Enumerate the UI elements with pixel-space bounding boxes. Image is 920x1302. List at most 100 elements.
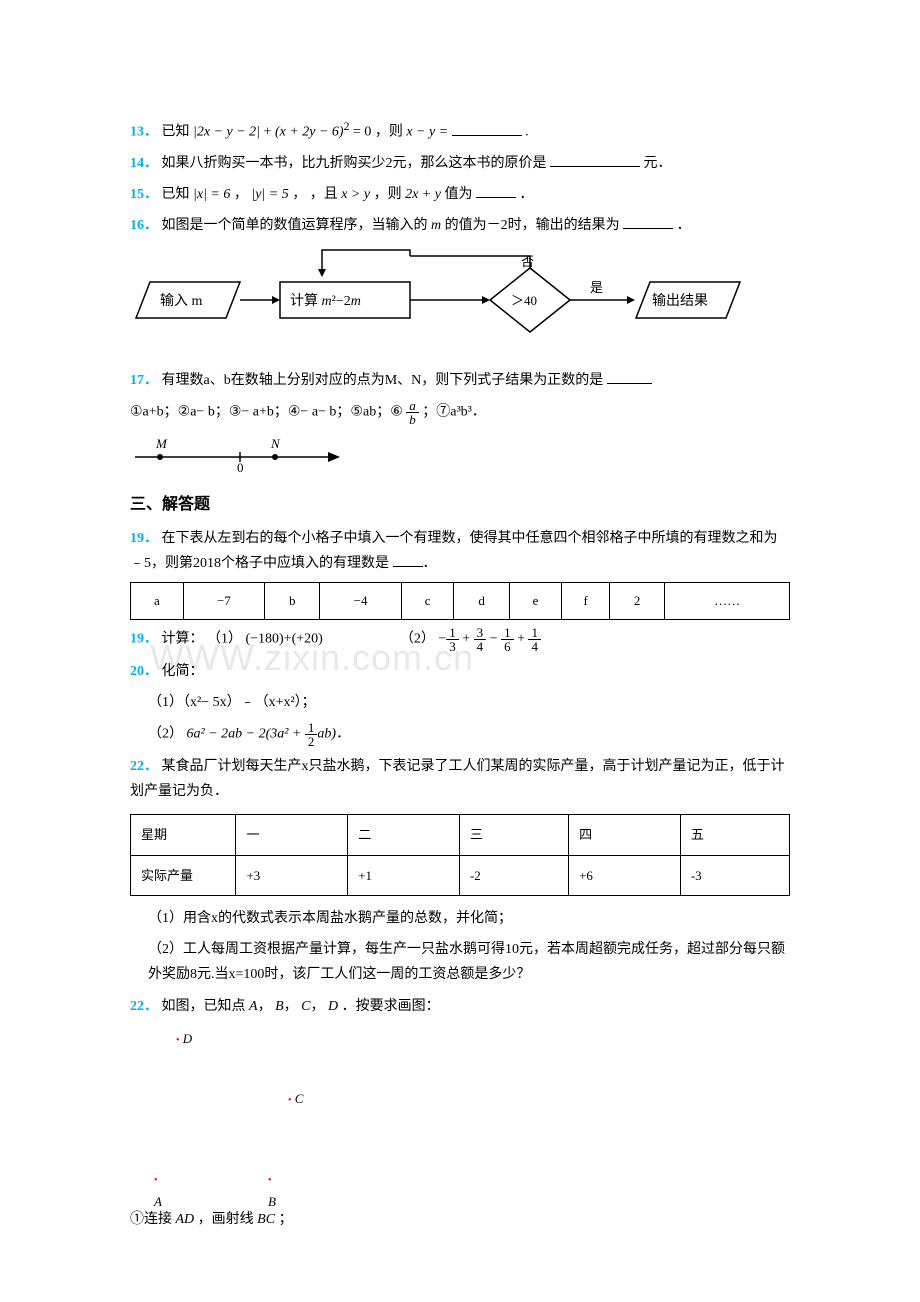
q20-p2c: ．	[336, 727, 350, 742]
q22-B: B	[275, 999, 284, 1014]
q19-num: 19．	[130, 631, 158, 646]
q17-numberline: M 0 N	[130, 432, 790, 481]
q21-body: 某食品厂计划每天生产x只盐水鹅，下表记录了工人们某周的实际产量，高于计划产量记为…	[130, 759, 785, 799]
q15-a2: |y| = 5	[251, 187, 288, 202]
q15-t2: ，且	[310, 187, 338, 202]
flowchart: 否 输入 m 计算 m²−2m ＞40 是 输出结果	[130, 248, 790, 357]
q20-frac: 12	[305, 721, 318, 748]
cell: -3	[680, 855, 789, 895]
cell: 二	[348, 815, 460, 855]
q20-p2b: ab)	[317, 727, 336, 742]
q14-text: 如果八折购买一本书，比九折购买少2元，那么这本书的原价是	[162, 156, 547, 171]
cell: 四	[569, 815, 681, 855]
q17-frac-d: b	[406, 413, 419, 426]
q15-c1: ，	[234, 187, 248, 202]
q21-s2: （2）工人每周工资根据产量计算，每生产一只盐水鹅可得10元，若本周超额完成任务，…	[148, 937, 790, 987]
nl-0: 0	[237, 460, 244, 472]
question-22: 22． 如图，已知点 A， B， C， D ．按要求画图：	[130, 994, 790, 1019]
q15-expr: 2x + y	[405, 187, 441, 202]
q13-t1: 已知	[162, 125, 190, 140]
f3: 16	[501, 626, 514, 653]
q13-blank	[452, 122, 522, 136]
cell: 2	[609, 583, 664, 619]
cell: a	[131, 583, 184, 619]
q19-p1l: （1）	[207, 631, 242, 646]
q22-figure: • D • C •A •B	[150, 1027, 350, 1187]
section-3-header: 三、解答题	[130, 491, 790, 520]
q16-blank	[623, 215, 673, 229]
question-19: 19． 计算： （1） (−180)+(+20) （2） −13 + 34 − …	[130, 626, 790, 653]
cell: +1	[348, 855, 460, 895]
q22-C: C	[301, 999, 310, 1014]
q18-blank	[393, 553, 423, 567]
q17-frac: ab	[406, 399, 419, 426]
f2: 34	[474, 626, 487, 653]
f3n: 1	[501, 626, 514, 640]
cell: 实际产量	[131, 855, 236, 895]
q22-s1b: ，画射线	[198, 1212, 254, 1227]
pt-A: •A	[154, 1167, 162, 1214]
q15-c2: ，	[292, 187, 306, 202]
f4: 14	[528, 626, 541, 653]
q21-head-row: 星期 一 二 三 四 五	[131, 815, 790, 855]
q21-num: 22．	[130, 759, 158, 774]
ptD-l: D	[183, 1031, 192, 1046]
q13-abs: |2x − y − 2|	[193, 125, 260, 140]
q20fn: 1	[305, 721, 318, 735]
q15-t1: 已知	[162, 187, 190, 202]
q21-data-row: 实际产量 +3 +1 -2 +6 -3	[131, 855, 790, 895]
q17-opts-l: ①a+b；②a− b；③− a+b；④− a− b；⑤ab；⑥	[130, 405, 403, 420]
q13-t2: ，则	[375, 125, 403, 140]
q18-num: 19．	[130, 531, 158, 546]
q17-body: 有理数a、b在数轴上分别对应的点为M、N，则下列式子结果为正数的是	[162, 373, 604, 388]
q13-plus: +	[264, 125, 275, 140]
q15-blank	[476, 184, 516, 198]
f1n: 1	[446, 626, 459, 640]
q20-p1: （1）（x²− 5x）﹣（x+x²）；	[148, 690, 790, 715]
q21-s1: （1）用含x的代数式表示本周盐水鹅产量的总数，并化简；	[148, 906, 790, 931]
q15-t4: 值为	[444, 187, 472, 202]
q13-eq: = 0	[353, 125, 371, 140]
pt-C: • C	[288, 1087, 303, 1110]
q19-p2l: （2）	[400, 631, 435, 646]
q20-p2: （2） 6a² − 2ab − 2(3a² + 12ab)．	[148, 721, 790, 748]
nl-N: N	[270, 436, 281, 451]
cell: 三	[459, 815, 568, 855]
pt-D: • D	[176, 1027, 192, 1050]
q17-frac-n: a	[406, 399, 419, 413]
flow-yes-label: 是	[590, 280, 603, 295]
f1d: 3	[446, 640, 459, 653]
q14-tail: 元．	[644, 156, 672, 171]
q22-s1c: BC	[257, 1212, 275, 1227]
q17-num: 17．	[130, 373, 158, 388]
q22-body: 如图，已知点	[162, 999, 246, 1014]
q19-t: 计算：	[162, 631, 204, 646]
q22-t2: ．按要求画图：	[342, 999, 440, 1014]
f4d: 4	[528, 640, 541, 653]
q18-table: a −7 b −4 c d e f 2 ……	[130, 582, 790, 619]
q22-num: 22．	[130, 999, 158, 1014]
q17-blank	[607, 370, 652, 384]
q16-var: m	[431, 218, 441, 233]
flow-cond: ＞40	[511, 293, 537, 308]
f2d: 4	[474, 640, 487, 653]
q16-t1: 如图是一个简单的数值运算程序，当输入的	[162, 218, 428, 233]
q17-opts-r: ；⑦a³b³．	[422, 405, 486, 420]
q15-num: 15．	[130, 187, 158, 202]
flow-calc: 计算 m²−2m	[290, 293, 361, 309]
q15-a1: |x| = 6	[193, 187, 230, 202]
q22-D: D	[328, 999, 338, 1014]
cell: f	[562, 583, 610, 619]
cell: +6	[569, 855, 681, 895]
q13-sq: (x + 2y − 6)	[275, 125, 344, 140]
q22-s1: ①连接 AD ，画射线 BC ；	[130, 1207, 790, 1232]
question-16: 16． 如图是一个简单的数值运算程序，当输入的 m 的值为－2时，输出的结果为 …	[130, 213, 790, 238]
q19-p1: (−180)+(+20)	[246, 631, 323, 646]
q15-cond: x > y	[341, 187, 370, 202]
flow-input: 输入 m	[160, 293, 202, 309]
q20fd: 2	[305, 735, 318, 748]
q15-tail: ．	[519, 187, 533, 202]
cell: ……	[665, 583, 790, 619]
cell: b	[265, 583, 320, 619]
question-21: 22． 某食品厂计划每天生产x只盐水鹅，下表记录了工人们某周的实际产量，高于计划…	[130, 754, 790, 804]
